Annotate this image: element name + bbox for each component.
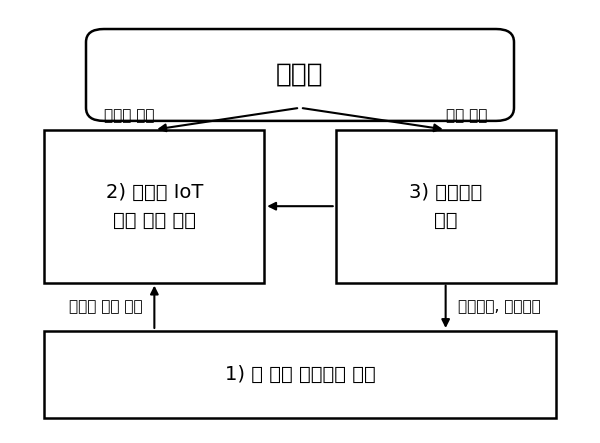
Bar [335, 130, 556, 283]
FancyBboxPatch shape [86, 29, 514, 121]
Text: 협업 요청: 협업 요청 [446, 108, 487, 123]
Text: 2) 시맨틱 IoT
정보 관리 기능: 2) 시맨틱 IoT 정보 관리 기능 [106, 183, 203, 229]
Text: 3) 사물협업
기능: 3) 사물협업 기능 [409, 183, 482, 229]
Text: 시맨틱 변환 요청: 시맨틱 변환 요청 [69, 299, 142, 314]
Bar [44, 130, 265, 283]
Text: 시맨틱 검색: 시맨틱 검색 [104, 108, 154, 123]
Text: 연결제어, 정보조회: 연결제어, 정보조회 [458, 299, 540, 314]
Bar [44, 331, 556, 418]
Text: 1) 웹 기반 사물연결 기능: 1) 웹 기반 사물연결 기능 [224, 365, 376, 384]
Text: 서비스: 서비스 [276, 62, 324, 88]
